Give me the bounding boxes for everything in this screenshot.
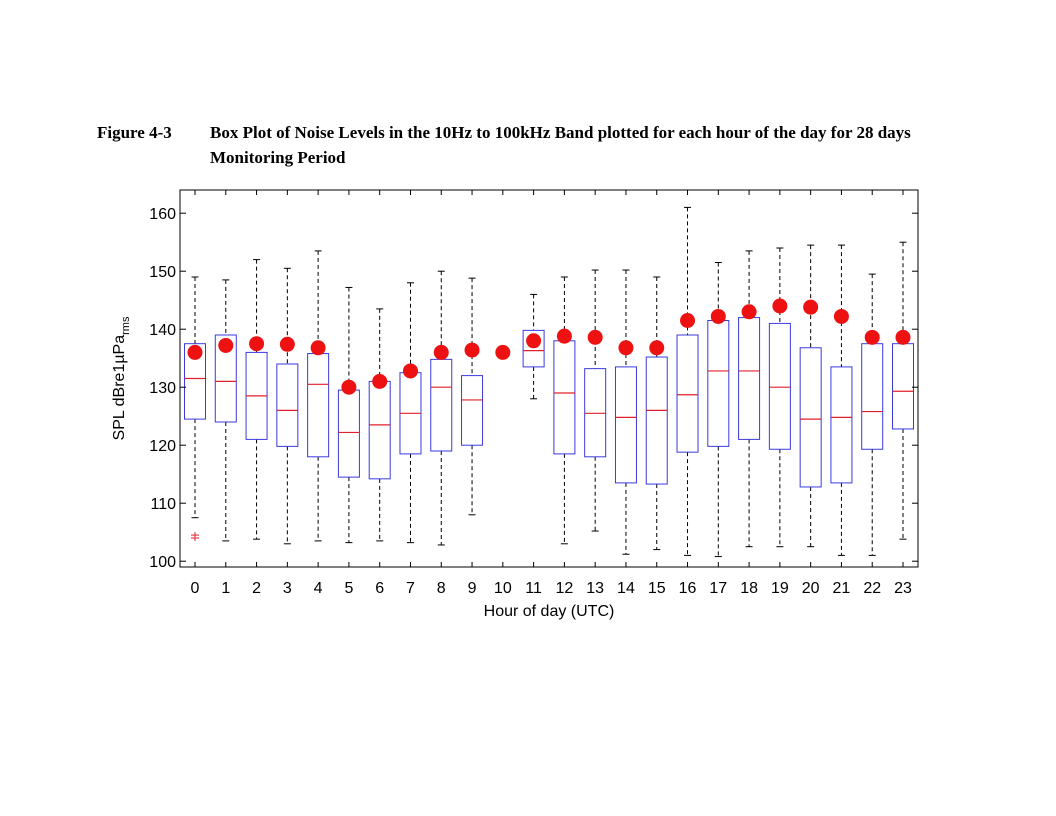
- y-tick-label: 150: [149, 264, 176, 281]
- x-tick-label: 15: [648, 580, 666, 597]
- x-tick-label: 0: [191, 580, 200, 597]
- x-tick-label: 12: [555, 580, 573, 597]
- x-tick-label: 4: [314, 580, 323, 597]
- box-iqr: [861, 343, 884, 450]
- figure-label: Figure 4-3: [97, 123, 172, 142]
- x-tick-label: 22: [863, 580, 881, 597]
- x-tick-label: 21: [833, 580, 851, 597]
- chart-marks: [184, 206, 914, 558]
- x-tick-label: 23: [894, 580, 912, 597]
- box-iqr: [430, 358, 453, 452]
- box-iqr: [707, 320, 730, 447]
- x-tick-label: 19: [771, 580, 789, 597]
- mean-marker: [526, 333, 542, 349]
- x-tick-label: 9: [468, 580, 477, 597]
- mean-marker: [833, 308, 849, 324]
- box-iqr: [676, 334, 699, 453]
- mean-marker: [710, 308, 726, 324]
- x-tick-label: 18: [740, 580, 758, 597]
- x-tick-label: 14: [617, 580, 635, 597]
- mean-marker: [495, 344, 511, 360]
- mean-marker: [218, 337, 234, 353]
- mean-marker: [803, 299, 819, 315]
- x-tick-label: 7: [406, 580, 415, 597]
- mean-marker: [649, 340, 665, 356]
- mean-marker: [864, 329, 880, 345]
- x-tick-label: 6: [375, 580, 384, 597]
- box-iqr: [184, 343, 206, 420]
- mean-marker: [433, 344, 449, 360]
- box-iqr: [799, 347, 822, 488]
- mean-marker: [187, 344, 203, 360]
- box-iqr: [307, 353, 330, 458]
- y-tick-label: 100: [149, 554, 176, 571]
- y-axis-title-main: SPL dBre1µPa: [111, 335, 128, 441]
- box-iqr: [892, 343, 914, 430]
- box-iqr: [522, 329, 545, 368]
- x-tick-label: 20: [802, 580, 820, 597]
- box-iqr: [214, 334, 237, 423]
- plot-frame: [179, 189, 919, 568]
- y-tick-label: 140: [149, 322, 176, 339]
- y-tick-label: 130: [149, 380, 176, 397]
- y-tick-label: 160: [149, 206, 176, 223]
- mean-marker: [402, 363, 418, 379]
- box-iqr: [830, 366, 853, 484]
- x-tick-label: 10: [494, 580, 512, 597]
- mean-marker: [279, 336, 295, 352]
- y-tick-label: 110: [150, 496, 176, 513]
- box-iqr: [553, 340, 576, 455]
- x-tick-label: 5: [344, 580, 353, 597]
- mean-marker: [772, 298, 788, 314]
- y-axis: 100 110 120 130 140 150 160: [149, 206, 918, 571]
- x-tick-label: 13: [586, 580, 604, 597]
- mean-marker: [249, 336, 265, 352]
- box-iqr: [368, 380, 391, 480]
- x-tick-label: 3: [283, 580, 292, 597]
- y-axis-title: SPL dBre1µParms: [111, 316, 132, 440]
- x-tick-label: 8: [437, 580, 446, 597]
- y-tick-label: 120: [149, 438, 176, 455]
- mean-marker: [310, 340, 326, 356]
- mean-marker: [741, 304, 757, 320]
- box-iqr: [614, 366, 637, 484]
- box-iqr: [738, 317, 761, 440]
- x-tick-label: 11: [525, 580, 542, 597]
- box-iqr: [276, 363, 299, 447]
- x-tick-label: 17: [709, 580, 727, 597]
- mean-marker: [587, 329, 603, 345]
- y-axis-title-subscript: rms: [120, 316, 132, 335]
- figure-title: Box Plot of Noise Levels in the 10Hz to …: [210, 123, 911, 167]
- x-axis-title: Hour of day (UTC): [484, 603, 615, 620]
- mean-marker: [895, 329, 911, 345]
- mean-marker: [556, 328, 572, 344]
- mean-marker: [341, 379, 357, 395]
- x-axis: 0 1 2 3 4 5 6 7 8 9 10 11 12 13 14 15 16 17 18 19 20 21 22 23: [191, 190, 912, 597]
- x-tick-label: 2: [252, 580, 261, 597]
- box-iqr: [768, 322, 791, 450]
- x-tick-label: 16: [679, 580, 697, 597]
- mean-marker: [680, 313, 696, 328]
- box-iqr: [645, 356, 668, 485]
- box-iqr: [461, 375, 484, 446]
- mean-marker: [618, 340, 634, 356]
- box-iqr: [337, 389, 360, 478]
- mean-marker: [464, 342, 480, 358]
- x-tick-label: 1: [221, 580, 230, 597]
- mean-marker: [372, 373, 388, 389]
